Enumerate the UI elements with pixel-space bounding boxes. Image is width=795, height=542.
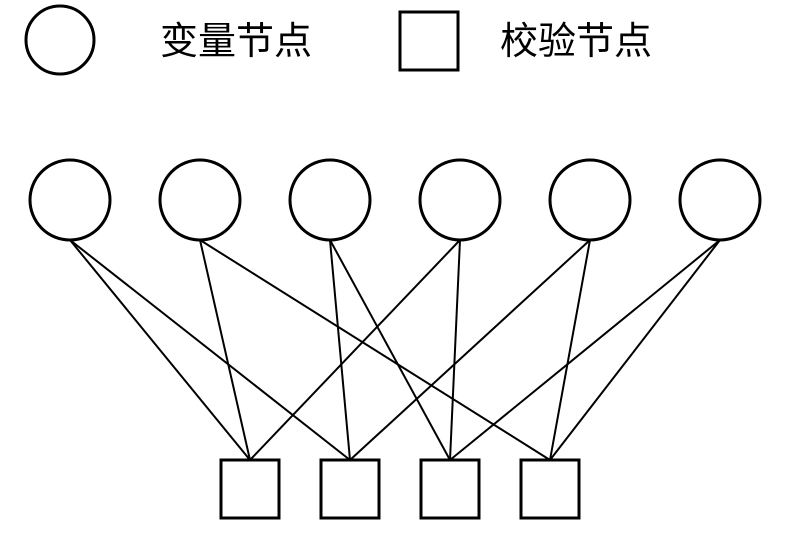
edge <box>250 240 460 460</box>
variable-node <box>30 160 110 240</box>
check-nodes-group <box>221 460 579 518</box>
check-node <box>521 460 579 518</box>
edges-group <box>70 240 720 460</box>
legend-circle-icon <box>26 6 94 74</box>
variable-node <box>160 160 240 240</box>
legend-variable-node-label: 变量节点 <box>160 21 312 63</box>
edge <box>550 240 720 460</box>
edge <box>200 240 250 460</box>
edge <box>350 240 590 460</box>
edge <box>200 240 550 460</box>
variable-node <box>680 160 760 240</box>
variable-nodes-group <box>30 160 760 240</box>
variable-node <box>290 160 370 240</box>
variable-node <box>550 160 630 240</box>
edge <box>70 240 350 460</box>
check-node <box>421 460 479 518</box>
edge <box>450 240 460 460</box>
check-node <box>321 460 379 518</box>
bipartite-graph-diagram: 变量节点 校验节点 <box>0 0 795 542</box>
legend-check-node-label: 校验节点 <box>500 21 652 63</box>
edge <box>70 240 250 460</box>
variable-node <box>420 160 500 240</box>
check-node <box>221 460 279 518</box>
legend-square-icon <box>400 12 458 70</box>
